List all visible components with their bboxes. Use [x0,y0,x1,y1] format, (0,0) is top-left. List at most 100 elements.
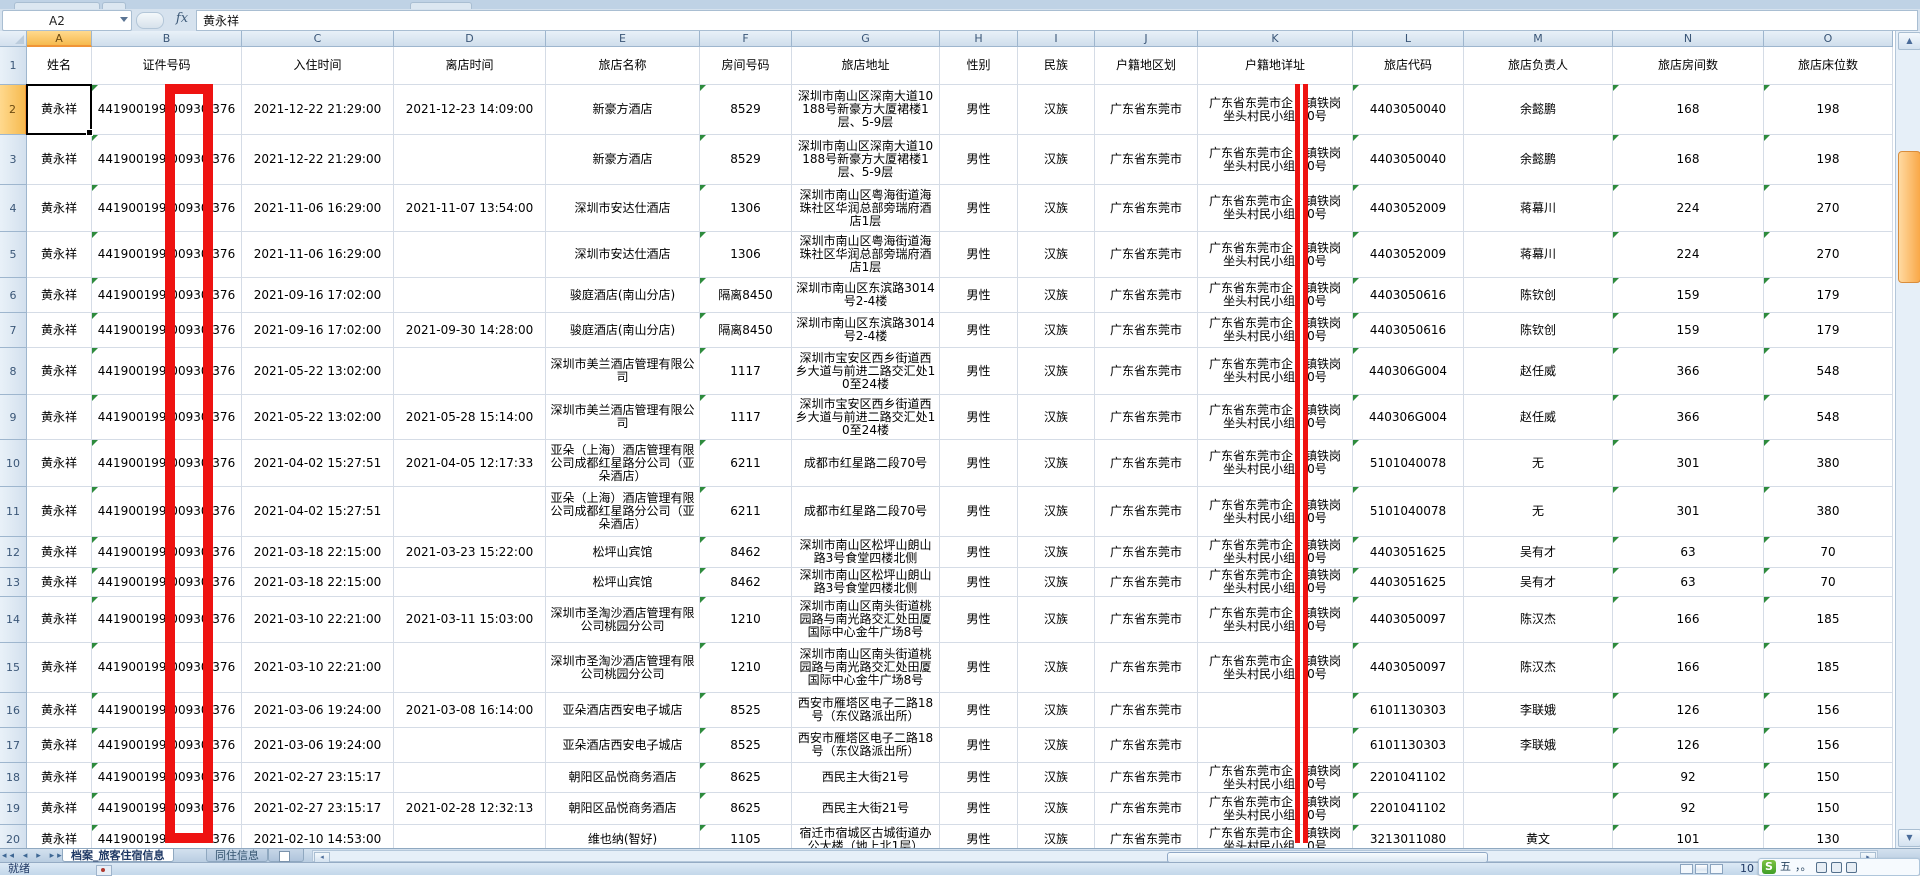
cell-M13[interactable]: 吴有才 [1464,568,1613,597]
column-header-C[interactable]: C [242,31,394,47]
cell-F20[interactable]: 1105 [700,825,792,848]
cell-M5[interactable]: 蒋幕川 [1464,232,1613,278]
cell-O9[interactable]: 548 [1764,395,1893,440]
cell-C18[interactable]: 2021-02-27 23:15:17 [242,763,394,793]
cell-M7[interactable]: 陈钦创 [1464,313,1613,348]
cell-A18[interactable]: 黄永祥 [27,763,92,793]
insert-function-icon[interactable]: fx [175,11,189,26]
cell-D16[interactable]: 2021-03-08 16:14:00 [394,693,546,728]
cell-E13[interactable]: 松坪山宾馆 [546,568,700,597]
cell-A17[interactable]: 黄永祥 [27,728,92,763]
cell-L4[interactable]: 4403052009 [1353,185,1464,232]
select-all-corner[interactable] [0,31,27,47]
cell-C12[interactable]: 2021-03-18 22:15:00 [242,537,394,568]
cell-A13[interactable]: 黄永祥 [27,568,92,597]
row-header-12[interactable]: 12 [0,537,27,568]
cell-C11[interactable]: 2021-04-02 15:27:51 [242,487,394,537]
cell-K15[interactable]: 广东省东莞市企 镇铁岗坐头村民小组 0号 [1198,643,1353,693]
cell-L3[interactable]: 4403050040 [1353,135,1464,185]
cell-H6[interactable]: 男性 [940,278,1018,313]
cell-O8[interactable]: 548 [1764,348,1893,395]
cell-I8[interactable]: 汉族 [1018,348,1095,395]
cell-L10[interactable]: 5101040078 [1353,440,1464,487]
cell-F3[interactable]: 8529 [700,135,792,185]
cell-C9[interactable]: 2021-05-22 13:02:00 [242,395,394,440]
cell-G18[interactable]: 西民主大街21号 [792,763,940,793]
cell-K16[interactable] [1198,693,1353,728]
cell-A12[interactable]: 黄永祥 [27,537,92,568]
cell-G13[interactable]: 深圳市南山区松坪山朗山路3号食堂四楼北侧 [792,568,940,597]
cell-M19[interactable] [1464,793,1613,825]
cell-H19[interactable]: 男性 [940,793,1018,825]
cell-K6[interactable]: 广东省东莞市企 镇铁岗坐头村民小组 0号 [1198,278,1353,313]
cell-J20[interactable]: 广东省东莞市 [1095,825,1198,848]
cell-L8[interactable]: 440306G004 [1353,348,1464,395]
cell-L2[interactable]: 4403050040 [1353,85,1464,135]
row-header-15[interactable]: 15 [0,643,27,693]
cell-E19[interactable]: 朝阳区品悦商务酒店 [546,793,700,825]
cell-L7[interactable]: 4403050616 [1353,313,1464,348]
cell-A1[interactable]: 姓名 [27,47,92,85]
cell-C17[interactable]: 2021-03-06 19:24:00 [242,728,394,763]
cell-D13[interactable] [394,568,546,597]
column-header-N[interactable]: N [1613,31,1764,47]
cell-G1[interactable]: 旅店地址 [792,47,940,85]
cell-C1[interactable]: 入住时间 [242,47,394,85]
cell-L1[interactable]: 旅店代码 [1353,47,1464,85]
cell-D8[interactable] [394,348,546,395]
cell-I5[interactable]: 汉族 [1018,232,1095,278]
cell-N3[interactable]: 168 [1613,135,1764,185]
row-header-16[interactable]: 16 [0,693,27,728]
cell-O10[interactable]: 380 [1764,440,1893,487]
row-header-8[interactable]: 8 [0,348,27,395]
cell-D15[interactable] [394,643,546,693]
cell-J1[interactable]: 户籍地区划 [1095,47,1198,85]
cell-H14[interactable]: 男性 [940,597,1018,643]
column-header-A[interactable]: A [27,31,92,47]
cell-D1[interactable]: 离店时间 [394,47,546,85]
cell-M9[interactable]: 赵任威 [1464,395,1613,440]
cell-K10[interactable]: 广东省东莞市企 镇铁岗坐头村民小组 0号 [1198,440,1353,487]
cell-K14[interactable]: 广东省东莞市企 镇铁岗坐头村民小组 0号 [1198,597,1353,643]
column-header-H[interactable]: H [940,31,1018,47]
cell-O13[interactable]: 70 [1764,568,1893,597]
punctuation-mode-icon[interactable]: ，。 [1795,860,1812,873]
cell-M4[interactable]: 蒋幕川 [1464,185,1613,232]
row-header-2[interactable]: 2 [0,85,27,135]
cell-F1[interactable]: 房间号码 [700,47,792,85]
cell-K8[interactable]: 广东省东莞市企 镇铁岗坐头村民小组 0号 [1198,348,1353,395]
row-header-10[interactable]: 10 [0,440,27,487]
cell-J7[interactable]: 广东省东莞市 [1095,313,1198,348]
cell-K9[interactable]: 广东省东莞市企 镇铁岗坐头村民小组 0号 [1198,395,1353,440]
cell-N15[interactable]: 166 [1613,643,1764,693]
cell-E18[interactable]: 朝阳区品悦商务酒店 [546,763,700,793]
cell-G12[interactable]: 深圳市南山区松坪山朗山路3号食堂四楼北侧 [792,537,940,568]
cell-N6[interactable]: 159 [1613,278,1764,313]
cell-J14[interactable]: 广东省东莞市 [1095,597,1198,643]
cell-I15[interactable]: 汉族 [1018,643,1095,693]
cell-G2[interactable]: 深圳市南山区深南大道10188号新豪方大厦裙楼1层、5-9层 [792,85,940,135]
cell-M17[interactable]: 李联娥 [1464,728,1613,763]
cell-D17[interactable] [394,728,546,763]
input-mode-label[interactable]: 五 [1780,860,1791,873]
cell-L12[interactable]: 4403051625 [1353,537,1464,568]
cell-H1[interactable]: 性别 [940,47,1018,85]
cell-D4[interactable]: 2021-11-07 13:54:00 [394,185,546,232]
cell-M2[interactable]: 余懿鹏 [1464,85,1613,135]
cell-A6[interactable]: 黄永祥 [27,278,92,313]
cell-D2[interactable]: 2021-12-23 14:09:00 [394,85,546,135]
cell-I18[interactable]: 汉族 [1018,763,1095,793]
cell-E17[interactable]: 亚朵酒店西安电子城店 [546,728,700,763]
row-header-5[interactable]: 5 [0,232,27,278]
cell-J6[interactable]: 广东省东莞市 [1095,278,1198,313]
formula-input[interactable]: 黄永祥 [196,10,1918,31]
cell-G7[interactable]: 深圳市南山区东滨路3014号2-4楼 [792,313,940,348]
cell-O5[interactable]: 270 [1764,232,1893,278]
cell-I1[interactable]: 民族 [1018,47,1095,85]
cell-E2[interactable]: 新豪方酒店 [546,85,700,135]
cell-H4[interactable]: 男性 [940,185,1018,232]
cell-C10[interactable]: 2021-04-02 15:27:51 [242,440,394,487]
cell-G10[interactable]: 成都市红星路二段70号 [792,440,940,487]
cell-M18[interactable] [1464,763,1613,793]
cell-I9[interactable]: 汉族 [1018,395,1095,440]
